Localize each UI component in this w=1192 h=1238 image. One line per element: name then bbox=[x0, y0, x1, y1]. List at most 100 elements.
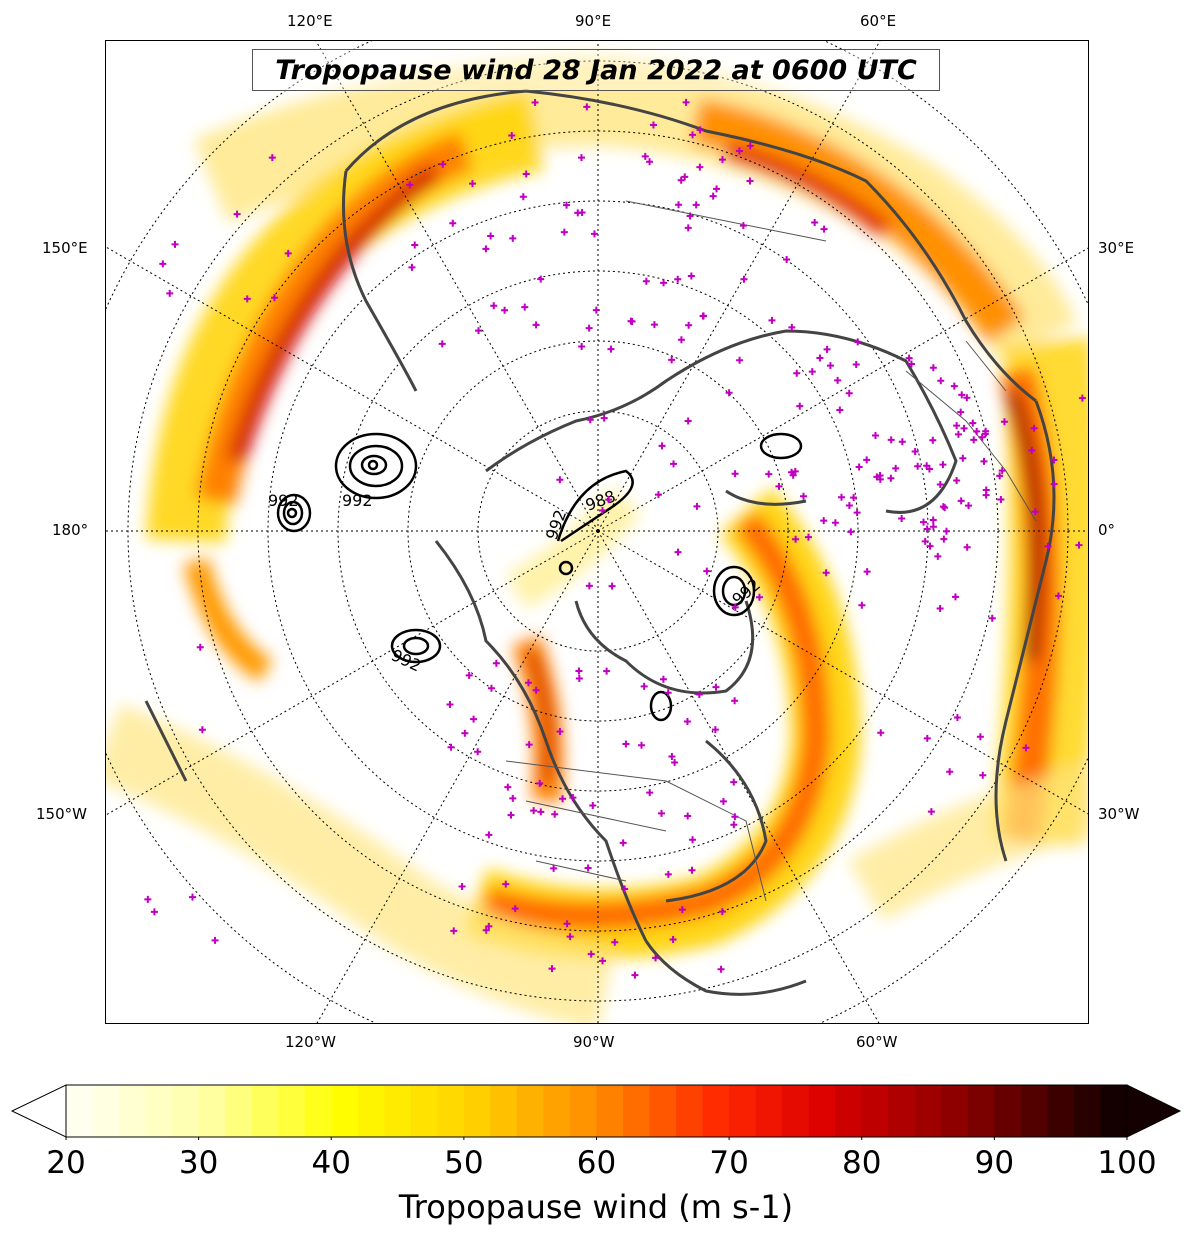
station-marker bbox=[664, 870, 672, 878]
station-marker bbox=[233, 210, 241, 218]
station-marker bbox=[942, 527, 950, 535]
coastlines bbox=[144, 89, 1056, 996]
station-marker bbox=[768, 316, 776, 324]
station-marker bbox=[583, 103, 591, 111]
colorbar-swatch bbox=[596, 1085, 624, 1137]
station-marker bbox=[792, 535, 800, 543]
station-marker bbox=[951, 593, 959, 601]
station-marker bbox=[458, 882, 466, 890]
colorbar-swatch bbox=[66, 1085, 94, 1137]
station-marker bbox=[969, 419, 977, 427]
station-marker bbox=[731, 697, 739, 705]
station-marker bbox=[850, 494, 858, 502]
station-marker bbox=[525, 741, 533, 749]
colorbar-tick-label: 90 bbox=[974, 1145, 1015, 1181]
station-marker bbox=[1044, 542, 1052, 550]
lon-label-left-150w: 150°W bbox=[36, 805, 87, 823]
colorbar-swatch bbox=[861, 1085, 889, 1137]
lon-label-bottom-120w: 120°W bbox=[285, 1033, 336, 1051]
station-marker bbox=[965, 502, 973, 510]
station-marker bbox=[537, 808, 545, 816]
station-marker bbox=[556, 728, 564, 736]
colorbar-tickmarks bbox=[65, 1137, 1128, 1140]
station-marker bbox=[740, 275, 748, 283]
station-marker bbox=[649, 121, 657, 129]
station-marker bbox=[509, 794, 517, 802]
map-title: Tropopause wind 28 Jan 2022 at 0600 UTC bbox=[252, 49, 940, 91]
colorbar-swatch bbox=[1100, 1085, 1128, 1137]
station-marker bbox=[898, 514, 906, 522]
station-marker bbox=[783, 255, 791, 263]
station-marker bbox=[660, 279, 668, 287]
station-marker bbox=[923, 525, 931, 533]
colorbar-swatch bbox=[729, 1085, 757, 1137]
station-marker bbox=[449, 219, 457, 227]
station-markers bbox=[144, 98, 1086, 979]
station-marker bbox=[536, 779, 544, 787]
station-marker bbox=[696, 163, 704, 171]
contour-label: 992 bbox=[268, 491, 299, 510]
station-marker bbox=[677, 336, 685, 344]
station-marker bbox=[775, 482, 783, 490]
station-marker bbox=[600, 414, 608, 422]
station-marker bbox=[820, 225, 828, 233]
station-marker bbox=[887, 436, 895, 444]
station-marker bbox=[621, 885, 629, 893]
station-marker bbox=[439, 160, 447, 168]
station-marker bbox=[941, 504, 949, 512]
station-marker bbox=[920, 518, 928, 526]
station-marker bbox=[159, 260, 167, 268]
station-marker bbox=[411, 241, 419, 249]
colorbar-swatch bbox=[569, 1085, 598, 1137]
colorbar-swatch bbox=[676, 1085, 704, 1137]
station-marker bbox=[548, 965, 556, 973]
station-marker bbox=[685, 321, 693, 329]
station-marker bbox=[1075, 541, 1083, 549]
station-marker bbox=[605, 496, 613, 504]
station-marker bbox=[608, 582, 616, 590]
station-marker bbox=[587, 950, 595, 958]
station-marker bbox=[563, 201, 571, 209]
station-marker bbox=[508, 132, 516, 140]
station-marker bbox=[487, 232, 495, 240]
station-marker bbox=[957, 408, 965, 416]
station-marker bbox=[863, 456, 871, 464]
station-marker bbox=[923, 734, 931, 742]
station-marker bbox=[268, 154, 276, 162]
station-marker bbox=[907, 360, 915, 368]
station-marker bbox=[755, 593, 763, 601]
station-marker bbox=[804, 533, 812, 541]
colorbar-swatch bbox=[1073, 1085, 1102, 1137]
station-marker bbox=[577, 154, 585, 162]
station-marker bbox=[669, 935, 677, 943]
station-marker bbox=[574, 209, 582, 217]
station-marker bbox=[284, 249, 292, 257]
colorbar-extend-max bbox=[1126, 1084, 1182, 1138]
wind-map: 992 988 992 992 992 992 bbox=[106, 41, 1088, 1023]
station-marker bbox=[927, 808, 935, 816]
station-marker bbox=[914, 462, 922, 470]
station-marker bbox=[905, 354, 913, 362]
station-marker bbox=[847, 528, 855, 536]
station-marker bbox=[845, 501, 853, 509]
station-marker bbox=[887, 474, 895, 482]
station-marker bbox=[834, 376, 842, 384]
station-marker bbox=[712, 683, 720, 691]
station-marker bbox=[1028, 446, 1036, 454]
lon-label-bottom-60w: 60°W bbox=[856, 1033, 898, 1051]
station-marker bbox=[674, 548, 682, 556]
station-marker bbox=[700, 312, 708, 320]
station-marker bbox=[998, 467, 1006, 475]
station-marker bbox=[509, 234, 517, 242]
colorbar-tick-label: 20 bbox=[46, 1145, 86, 1181]
station-marker bbox=[954, 430, 962, 438]
station-marker bbox=[855, 463, 863, 471]
station-marker bbox=[746, 142, 754, 150]
colorbar-swatch bbox=[92, 1085, 120, 1137]
map-panel: 992 988 992 992 992 992 bbox=[105, 40, 1089, 1024]
station-marker bbox=[525, 679, 533, 687]
station-marker bbox=[556, 476, 564, 484]
station-marker bbox=[550, 864, 558, 872]
station-marker bbox=[929, 364, 937, 372]
station-marker bbox=[957, 497, 965, 505]
